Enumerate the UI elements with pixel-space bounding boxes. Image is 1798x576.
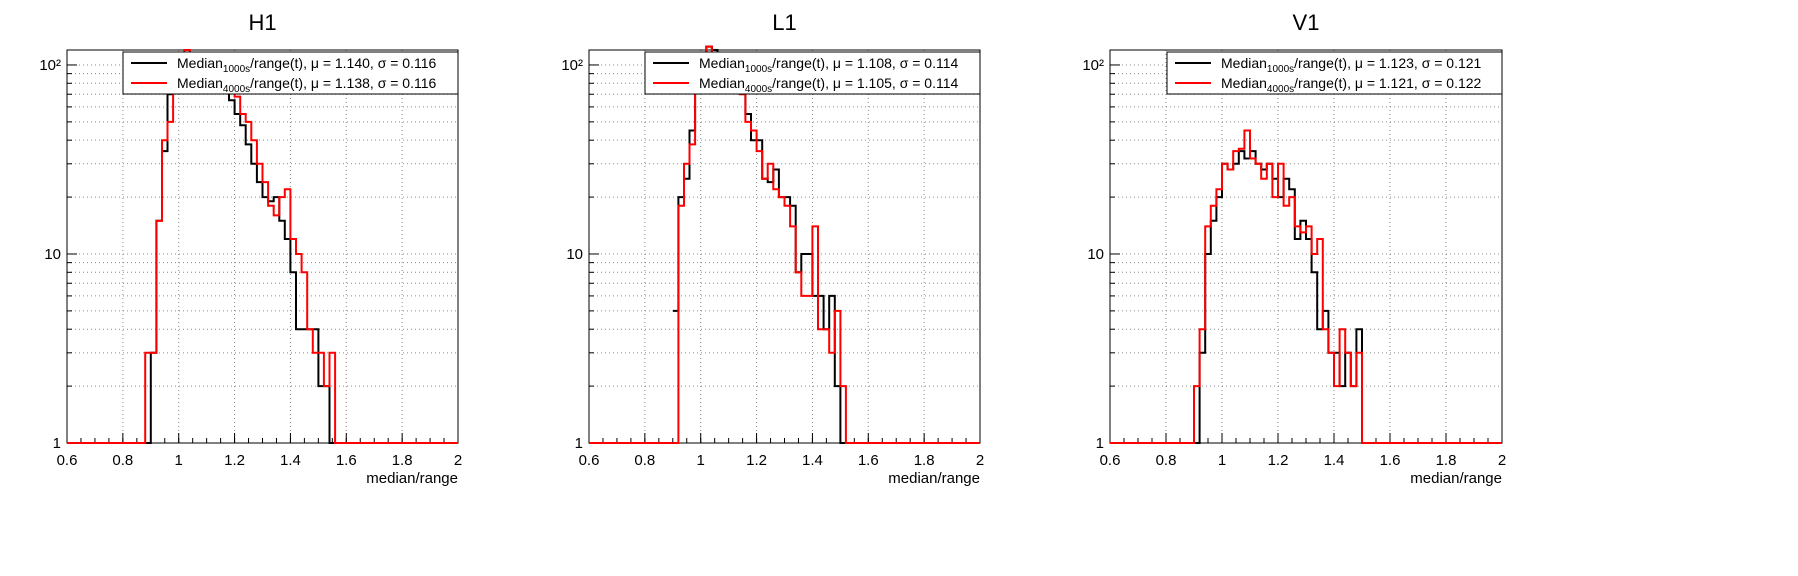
y-tick-label: 10² [39,57,61,74]
series-4000s-step [134,49,347,444]
plot-frame [588,49,981,444]
x-axis-label: median/range [1410,470,1502,487]
y-tick-label: 10² [1082,57,1104,74]
y-tick-label: 1 [53,435,61,452]
plot-frame [1109,49,1503,444]
x-tick-label: 1.4 [802,452,823,469]
panel-title: H1 [248,10,276,35]
legend: Median1000s/range(t), μ = 1.108, σ = 0.1… [644,51,981,95]
plot-frame [66,49,459,444]
x-tick-label: 0.8 [112,452,133,469]
y-tick-label: 1 [1096,435,1104,452]
series-1000s-step [1194,150,1379,444]
x-tick-label: 1.2 [1268,452,1289,469]
x-tick-label: 1.6 [1380,452,1401,469]
panel-title: V1 [1293,10,1320,35]
x-tick-label: 1.2 [746,452,767,469]
x-tick-label: 0.6 [579,452,600,469]
x-tick-label: 2 [1498,452,1506,469]
legend-entry: Median4000s/range(t), μ = 1.121, σ = 0.1… [1221,75,1482,95]
legend-entry: Median4000s/range(t), μ = 1.138, σ = 0.1… [177,75,437,95]
y-tick-label: 10 [566,246,583,263]
legend-box [644,51,981,95]
x-tick-label: 1.4 [280,452,301,469]
x-tick-label: 1.4 [1324,452,1345,469]
x-tick-label: 1.8 [914,452,935,469]
x-tick-label: 1.8 [392,452,413,469]
x-tick-label: 1.6 [858,452,879,469]
x-tick-label: 1 [1218,452,1226,469]
legend-box [1166,51,1503,95]
legend: Median1000s/range(t), μ = 1.140, σ = 0.1… [122,51,459,95]
legend-entry: Median4000s/range(t), μ = 1.105, σ = 0.1… [699,75,959,95]
x-tick-label: 1 [175,452,183,469]
y-tick-label: 1 [575,435,583,452]
legend-entry: Median1000s/range(t), μ = 1.123, σ = 0.1… [1221,55,1482,75]
panel-h1: 0.6 0.8 1 1.2 1.4 1.6 1.8 2 1 10 10² median/range H1… [39,10,462,487]
series-4000s-step [1188,129,1374,444]
x-tick-label: 0.8 [1156,452,1177,469]
x-tick-label: 0.6 [1100,452,1121,469]
x-tick-label: 0.6 [57,452,78,469]
y-tick-label: 10 [1087,246,1104,263]
panel-l1: 0.6 0.8 1 1.2 1.4 1.6 1.8 2 1 10 10² median/range L1… [561,10,984,487]
legend-box [122,51,459,95]
x-tick-label: 1.6 [336,452,357,469]
x-tick-label: 1 [697,452,705,469]
x-tick-label: 2 [976,452,984,469]
legend: Median1000s/range(t), μ = 1.123, σ = 0.1… [1166,51,1503,95]
legend-entry: Median1000s/range(t), μ = 1.140, σ = 0.1… [177,55,437,75]
x-axis-label: median/range [888,470,980,487]
x-tick-label: 2 [454,452,462,469]
panel-v1: 0.6 0.8 1 1.2 1.4 1.6 1.8 2 1 10 10² median/range V1… [1082,10,1506,487]
panel-title: L1 [772,10,796,35]
x-axis-label: median/range [366,470,458,487]
x-tick-label: 0.8 [634,452,655,469]
x-tick-label: 1.2 [224,452,245,469]
legend-entry: Median1000s/range(t), μ = 1.108, σ = 0.1… [699,55,959,75]
x-tick-label: 1.8 [1436,452,1457,469]
y-tick-label: 10 [44,246,61,263]
y-tick-label: 10² [561,57,583,74]
